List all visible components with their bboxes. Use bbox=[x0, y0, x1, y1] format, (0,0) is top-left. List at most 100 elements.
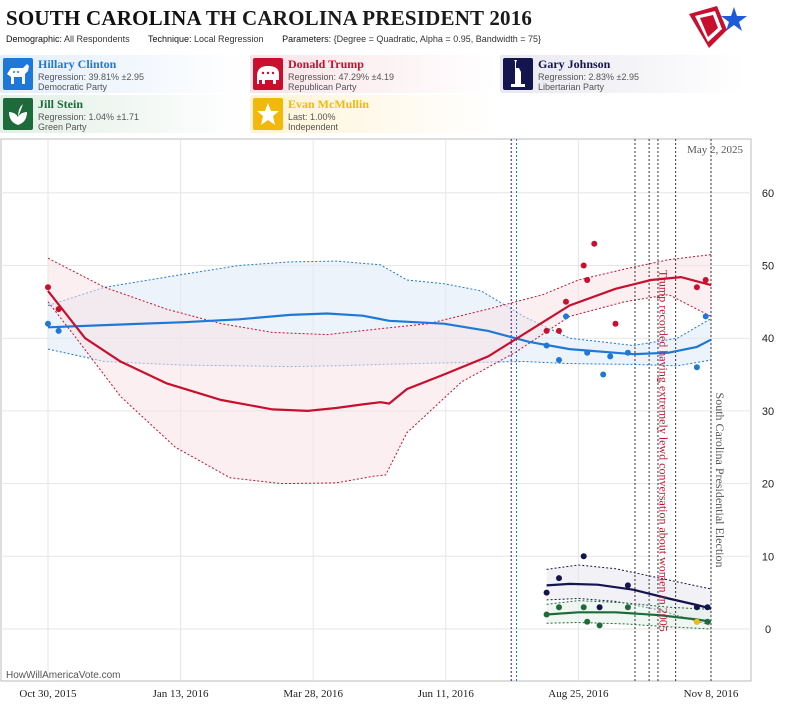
poll-point bbox=[704, 618, 711, 625]
x-tick-label: Nov 8, 2016 bbox=[684, 688, 739, 700]
candidate-regression: Regression: 1.04% ±1.71 bbox=[38, 112, 139, 122]
candidate-card-mcmullin: Evan McMullin Last: 1.00% Independent bbox=[250, 95, 496, 133]
poll-point bbox=[624, 349, 631, 356]
regression-line bbox=[47, 275, 712, 413]
parameters-line: Demographic: All Respondents Technique: … bbox=[6, 34, 557, 44]
poll-point bbox=[556, 357, 562, 363]
watermark: HowWillAmericaVote.com bbox=[6, 670, 120, 681]
page-title: SOUTH CAROLINA TH CAROLINA PRESIDENT 201… bbox=[6, 6, 532, 31]
parameters-value: {Degree = Quadratic, Alpha = 0.95, Bandw… bbox=[333, 34, 542, 44]
confidence-band bbox=[48, 254, 711, 484]
poll-point bbox=[591, 240, 598, 247]
candidate-regression: Last: 1.00% bbox=[288, 112, 336, 122]
band-upper-line bbox=[546, 600, 712, 610]
y-tick-label: 10 bbox=[762, 551, 774, 563]
y-tick-label: 20 bbox=[762, 479, 774, 491]
green-leaf-icon bbox=[3, 98, 33, 130]
poll-point bbox=[55, 306, 62, 313]
x-tick-label: Mar 28, 2016 bbox=[283, 688, 343, 700]
candidate-name: Evan McMullin bbox=[288, 97, 370, 111]
title-state: SOUTH CAROLINA bbox=[6, 6, 201, 30]
candidate-regression: Regression: 39.81% ±2.95 bbox=[38, 72, 145, 82]
poll-point bbox=[556, 575, 562, 582]
poll-point bbox=[584, 618, 591, 625]
star-icon bbox=[253, 98, 283, 130]
demographic-label: Demographic: bbox=[6, 34, 63, 44]
poll-point bbox=[624, 582, 631, 589]
candidate-card-clinton: Hillary Clinton Regression: 39.81% ±2.95… bbox=[0, 55, 246, 93]
poll-point bbox=[543, 327, 550, 334]
poll-point bbox=[543, 611, 550, 618]
annotation-text: Trump recorded having extremely lewd con… bbox=[656, 270, 670, 632]
candidate-card-johnson: Gary Johnson Regression: 2.83% ±2.95 Lib… bbox=[500, 55, 746, 93]
y-tick-label: 0 bbox=[765, 624, 771, 636]
poll-point bbox=[702, 313, 709, 320]
poll-point bbox=[556, 604, 562, 611]
poll-point bbox=[702, 277, 709, 283]
poll-point bbox=[624, 604, 631, 611]
poll-point bbox=[584, 277, 591, 283]
poll-point bbox=[693, 618, 700, 625]
poll-point bbox=[584, 349, 591, 356]
poll-point bbox=[612, 320, 619, 327]
title-race: TH CAROLINA PRESIDENT 2016 bbox=[205, 6, 533, 30]
y-tick-label: 60 bbox=[762, 188, 774, 200]
band-lower-line bbox=[546, 597, 712, 626]
y-tick-label: 50 bbox=[762, 261, 774, 273]
poll-point bbox=[704, 604, 711, 611]
poll-point bbox=[556, 327, 562, 334]
poll-point bbox=[580, 553, 587, 560]
chart: 0 10 20 30 40 50 60 Oct 30, 2015 Jan 13, 2016 Mar… bbox=[0, 138, 774, 700]
candidate-party: Libertarian Party bbox=[538, 82, 605, 92]
parameters-label: Parameters: bbox=[282, 34, 332, 44]
poll-point bbox=[693, 284, 700, 291]
elephant-icon bbox=[253, 58, 283, 90]
poll-point bbox=[45, 284, 51, 291]
poll-point bbox=[596, 622, 603, 629]
liberty-statue-icon bbox=[503, 58, 533, 90]
chart-area: 0 10 20 30 40 50 60 Oct 30, 2015 Jan 13, 2016 Mar… bbox=[0, 138, 789, 704]
band-lower-line bbox=[546, 621, 712, 630]
poll-point bbox=[543, 589, 550, 596]
candidate-party: Green Party bbox=[38, 122, 87, 132]
candidate-card-trump: Donald Trump Regression: 47.29% ±4.19 Re… bbox=[250, 55, 496, 93]
y-tick-label: 40 bbox=[762, 333, 774, 345]
x-tick-label: Jan 13, 2016 bbox=[153, 688, 209, 700]
band-upper-line bbox=[546, 564, 712, 590]
technique-label: Technique: bbox=[147, 34, 192, 44]
poll-point bbox=[55, 327, 62, 334]
candidate-card-stein: Jill Stein Regression: 1.04% ±1.71 Green… bbox=[0, 95, 246, 133]
x-tick-label: Oct 30, 2015 bbox=[19, 688, 77, 700]
regression-line bbox=[47, 312, 712, 356]
poll-point bbox=[600, 371, 607, 378]
candidate-regression: Regression: 2.83% ±2.95 bbox=[538, 72, 639, 82]
candidate-regression: Regression: 47.29% ±4.19 bbox=[288, 72, 395, 82]
poll-point bbox=[693, 364, 700, 371]
site-logo-icon bbox=[689, 6, 747, 48]
band-lower-line bbox=[47, 294, 712, 485]
poll-point bbox=[580, 604, 587, 611]
poll-point bbox=[543, 342, 550, 349]
poll-point bbox=[693, 604, 700, 611]
candidate-party: Independent bbox=[288, 122, 339, 132]
poll-point bbox=[563, 313, 569, 320]
candidate-party: Democratic Party bbox=[38, 82, 108, 92]
x-tick-label: Aug 25, 2016 bbox=[548, 688, 609, 700]
candidate-name: Donald Trump bbox=[288, 57, 364, 71]
candidate-party: Republican Party bbox=[288, 82, 357, 92]
candidate-name: Gary Johnson bbox=[538, 57, 611, 71]
poll-point bbox=[45, 320, 51, 327]
annotation-text: South Carolina Presidential Election bbox=[713, 393, 727, 568]
date-stamp: May 2, 2025 bbox=[687, 144, 743, 156]
poll-point bbox=[563, 298, 569, 305]
y-tick-label: 30 bbox=[762, 406, 774, 418]
header: SOUTH CAROLINA TH CAROLINA PRESIDENT 201… bbox=[0, 0, 789, 54]
candidate-name: Hillary Clinton bbox=[38, 57, 117, 71]
demographic-value: All Respondents bbox=[64, 34, 130, 44]
poll-point bbox=[596, 604, 603, 611]
x-tick-label: Jun 11, 2016 bbox=[418, 688, 475, 700]
poll-point bbox=[580, 262, 587, 269]
poll-point bbox=[607, 353, 614, 360]
donkey-icon bbox=[3, 58, 33, 90]
technique-value: Local Regression bbox=[194, 34, 264, 44]
